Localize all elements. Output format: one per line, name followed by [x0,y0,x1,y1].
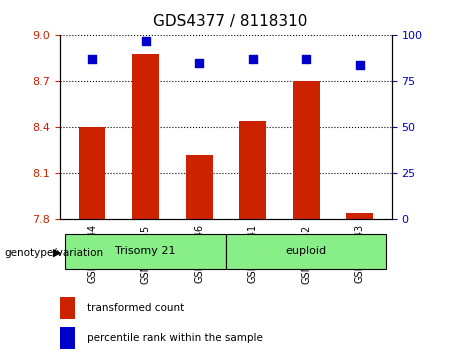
Bar [293,81,319,219]
Bar [79,127,106,219]
Text: transformed count: transformed count [87,303,184,313]
Bar [60,297,76,319]
Text: genotype/variation: genotype/variation [5,248,104,258]
Bar [239,121,266,219]
Text: euploid: euploid [286,246,327,256]
Text: Trisomy 21: Trisomy 21 [115,246,176,256]
Point [356,62,363,68]
Bar [226,234,386,269]
Bar [186,155,213,219]
Text: ▶: ▶ [53,248,61,258]
Text: GDS4377 / 8118310: GDS4377 / 8118310 [154,14,307,29]
Point [302,57,310,62]
Point [195,60,203,66]
Bar [65,234,226,269]
Bar [346,213,373,219]
Text: percentile rank within the sample: percentile rank within the sample [87,333,263,343]
Bar [60,327,76,349]
Point [89,57,96,62]
Point [142,38,149,44]
Bar [132,54,159,219]
Point [249,57,256,62]
